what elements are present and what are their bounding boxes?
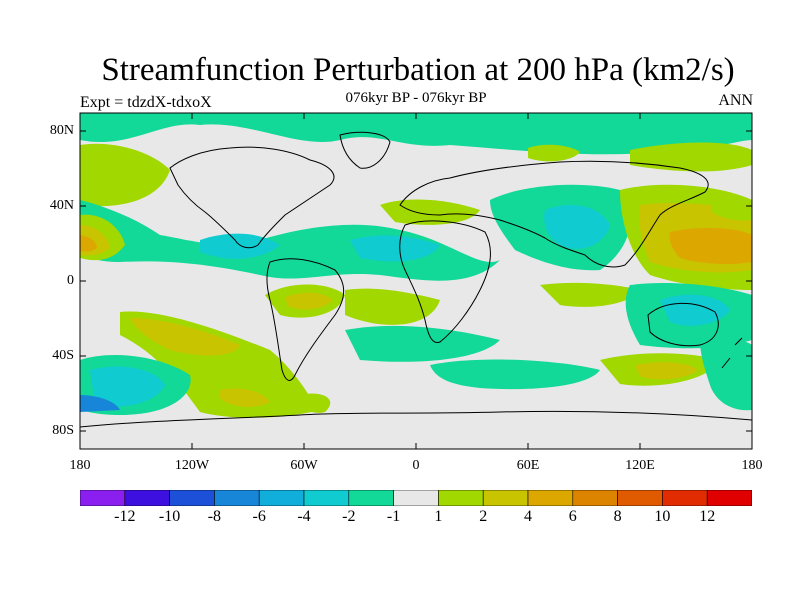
colorbar-swatch (214, 490, 260, 506)
colorbar-swatch (258, 490, 305, 506)
contour-south-america-pos2 (285, 292, 332, 310)
lon-label-60e: 60E (516, 458, 540, 473)
contour-south-pacific-neg2 (90, 366, 165, 407)
colorbar-label: 8 (613, 508, 622, 525)
lon-label-120w: 120W (174, 458, 210, 473)
colorbar-label: 6 (568, 508, 577, 525)
colorbar-swatch (662, 490, 708, 506)
contour-asia-neg2 (544, 205, 610, 249)
colorbar-swatch (617, 490, 663, 506)
contour-australia-neg2 (660, 294, 730, 326)
lon-label-180w: 180 (69, 458, 91, 473)
colorbar-label: 4 (524, 508, 532, 525)
colorbar-label: -4 (297, 508, 311, 525)
contour-patagonia-pos (300, 393, 331, 413)
season-label: ANN (718, 92, 753, 109)
colorbar-swatch (527, 490, 574, 506)
colorbar-label: -12 (114, 508, 136, 525)
contour-south-indian-neg1 (345, 325, 500, 362)
colorbar-swatch (482, 490, 529, 506)
contour-south-atlantic-pos (345, 288, 440, 325)
lon-label-120e: 120E (625, 458, 655, 473)
colorbar-swatch (572, 490, 618, 506)
contour-south-pacific-pos2b (220, 388, 270, 407)
lat-label-80s: 80S (52, 423, 74, 438)
contour-indian-pos1 (540, 282, 640, 307)
colorbar-swatch (124, 490, 170, 506)
lon-label-0: 0 (412, 458, 420, 473)
plot-title: Streamfunction Perturbation at 200 hPa (… (101, 52, 735, 88)
lon-label-180e: 180 (741, 458, 763, 473)
contour-south-pacific-pos2 (130, 318, 240, 356)
colorbar-swatch (393, 490, 439, 506)
colorbar-swatch (706, 490, 752, 506)
experiment-label: Expt = tdzdX-tdxoX (80, 94, 212, 111)
lon-label-60w: 60W (290, 458, 318, 473)
colorbar-label: 12 (699, 508, 716, 525)
colorbar-label: -8 (207, 508, 222, 525)
contour-japan-pos (712, 200, 752, 221)
lat-label-eq: 0 (67, 273, 74, 288)
colorbar-label: 10 (654, 508, 671, 525)
contour-central-america-neg2 (200, 233, 280, 259)
colorbar-swatch (303, 490, 350, 506)
colorbar (80, 490, 752, 506)
contour-south-pacific-neg4 (80, 395, 120, 412)
lat-label-40s: 40S (52, 348, 74, 363)
plot-subtitle: 076kyr BP - 076kyr BP (345, 90, 487, 106)
colorbar-label: -10 (158, 508, 181, 525)
contour-dateline-pos4 (80, 235, 97, 252)
contour-atlantic-neg2 (350, 235, 440, 262)
lat-label-40n: 40N (49, 198, 74, 213)
colorbar-label: -1 (386, 508, 401, 525)
colorbar-swatch (80, 490, 126, 506)
contour-south-indian-neg1b (430, 359, 600, 390)
colorbar-label: 2 (479, 508, 488, 525)
contour-siberia-positive (528, 144, 580, 162)
coastlines (80, 131, 752, 428)
contour-sw-pacific-neg1 (700, 337, 752, 411)
colorbar-swatch (348, 490, 394, 506)
contour-north-band (80, 113, 752, 155)
contour-south-indian-pos2 (635, 362, 698, 380)
contour-greenland-positive (80, 143, 170, 207)
tick-marks (79, 113, 753, 449)
contour-atlantic-positive (380, 199, 480, 225)
colorbar-label: -2 (342, 508, 356, 525)
colorbar-swatch (438, 490, 484, 506)
lat-label-80n: 80N (49, 123, 74, 138)
contour-north-pacific-positive (630, 142, 752, 172)
colorbar-label: 1 (434, 508, 443, 525)
colorbar-label: -6 (252, 508, 266, 525)
contour-west-pacific-pos4 (669, 228, 752, 265)
colorbar-swatch (169, 490, 215, 506)
